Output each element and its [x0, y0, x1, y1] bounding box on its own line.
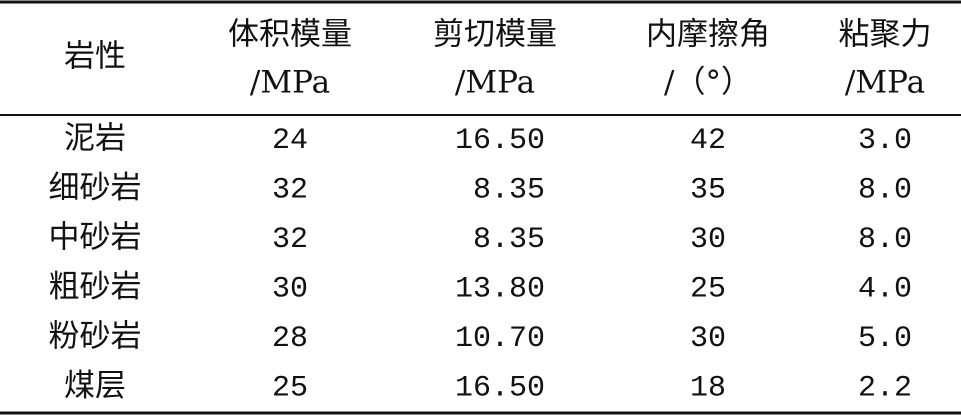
cell-value: 30 — [272, 272, 308, 306]
cell-value: 35 — [690, 173, 726, 207]
row-label: 粗砂岩 — [49, 269, 142, 305]
cell-value: 13.80 — [455, 272, 545, 306]
cell-value: 18 — [690, 371, 726, 405]
cell-value: 8.35 — [473, 173, 545, 207]
row-label: 泥岩 — [64, 121, 126, 157]
cell-value: 24 — [272, 124, 308, 158]
header-unit: /（°） — [664, 65, 752, 101]
cell-value: 16.50 — [455, 124, 545, 158]
cell-value: 32 — [272, 223, 308, 257]
cell-value: 10.70 — [455, 322, 545, 356]
cell-value: 25 — [690, 272, 726, 306]
cell-value: 28 — [272, 322, 308, 356]
header-name: 体积模量 — [228, 17, 352, 53]
cell-value: 25 — [272, 371, 308, 405]
header-unit: /MPa — [250, 65, 330, 101]
cell-value: 30 — [690, 223, 726, 257]
row-label: 细砂岩 — [49, 170, 142, 206]
cell-value: 42 — [690, 124, 726, 158]
cell-value: 8.35 — [473, 223, 545, 257]
header-name: 岩性 — [64, 39, 126, 75]
header-name: 内摩擦角 — [646, 17, 770, 53]
cell-value: 8.0 — [858, 173, 912, 207]
header-name: 粘聚力 — [839, 17, 932, 53]
cell-value: 5.0 — [858, 322, 912, 356]
cell-value: 8.0 — [858, 223, 912, 257]
row-label: 粉砂岩 — [49, 319, 142, 355]
cell-value: 30 — [690, 322, 726, 356]
header-unit: /MPa — [455, 65, 535, 101]
header-name: 剪切模量 — [433, 17, 557, 53]
cell-value: 32 — [272, 173, 308, 207]
header-unit: /MPa — [845, 65, 925, 101]
cell-value: 3.0 — [858, 124, 912, 158]
row-label: 煤层 — [64, 368, 126, 404]
row-label: 中砂岩 — [49, 220, 142, 256]
cell-value: 2.2 — [858, 371, 912, 405]
cell-value: 4.0 — [858, 272, 912, 306]
cell-value: 16.50 — [455, 371, 545, 405]
